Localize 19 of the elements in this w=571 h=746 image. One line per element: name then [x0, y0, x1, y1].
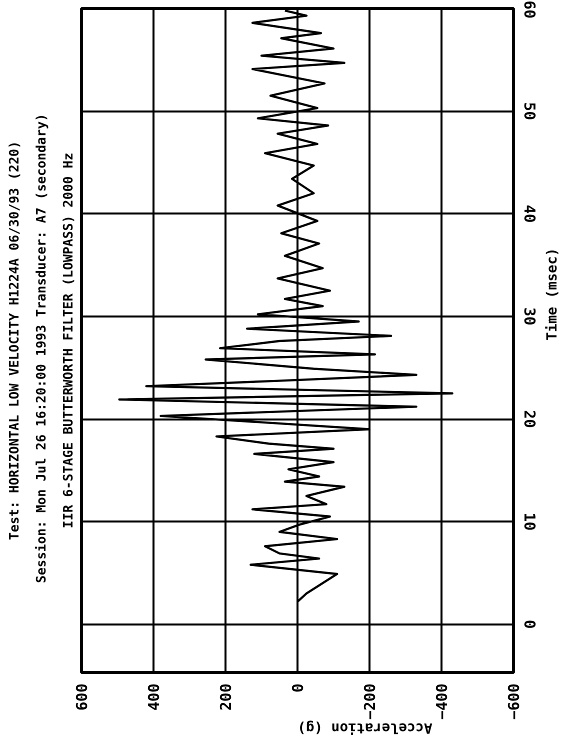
y-axis-title: Time (msec): [544, 248, 560, 340]
y-tick-label: 40: [520, 204, 538, 223]
x-tick-label: −600: [505, 684, 523, 720]
x-axis-title: Acceleration (g): [298, 720, 432, 736]
y-tick-label: 30: [520, 307, 538, 326]
x-tick-label: 400: [145, 684, 163, 711]
y-tick-label: 10: [520, 512, 538, 531]
text: Session: Mon Jul 26 16:20:00 1993 Transducer: A7 (secondary): [34, 114, 50, 584]
y-tick-label: 60: [520, 0, 538, 19]
y-tick-label: 0: [520, 620, 538, 629]
y-tick-label: 50: [520, 102, 538, 120]
y-tick-label: 20: [520, 410, 538, 428]
text: IIR 6-STAGE BUTTERWORTH FILTER (LOWPASS) 2000 Hz: [62, 152, 76, 528]
text: Test: HORIZONTAL LOW VELOCITY H1224A 06/30/93 (220): [8, 140, 22, 540]
x-tick-label: 200: [217, 684, 235, 711]
x-tick-label: −400: [433, 684, 451, 720]
x-tick-label: 600: [73, 684, 91, 711]
x-tick-label: −200: [361, 684, 379, 720]
x-tick-label: 0: [289, 684, 307, 693]
